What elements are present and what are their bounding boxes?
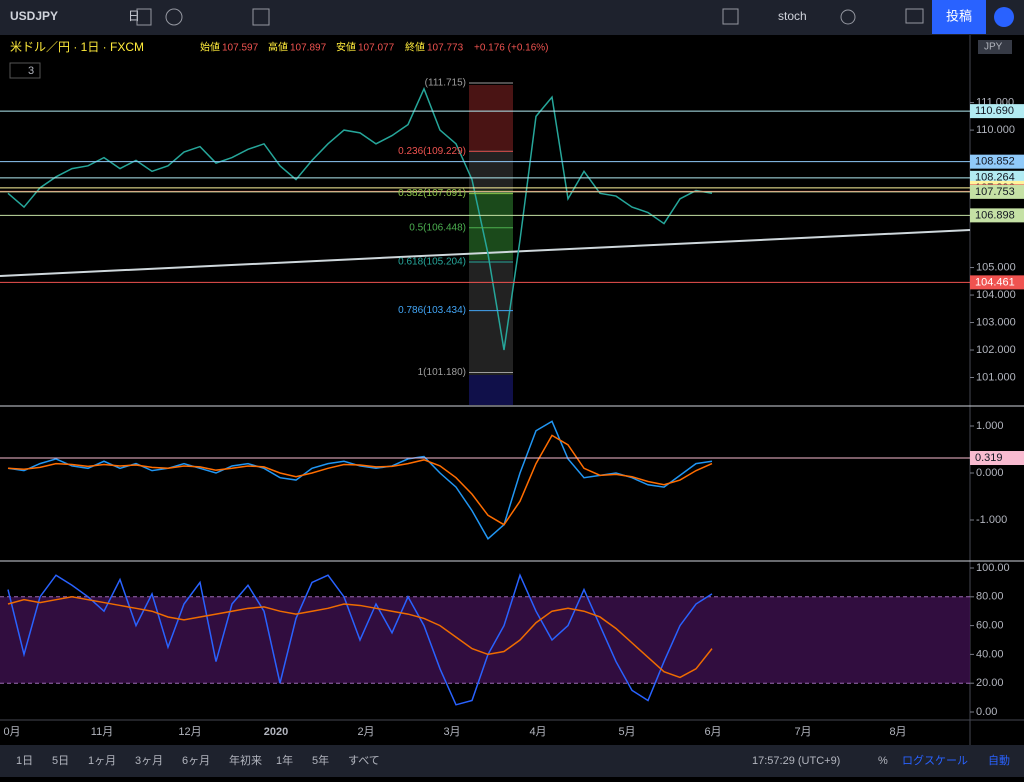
fib-label: 0.382(107.691) <box>398 188 466 199</box>
series-line <box>7 573 713 706</box>
toolbar-icons <box>136 8 924 26</box>
candle-icon[interactable] <box>136 8 152 26</box>
trend-line <box>0 229 971 277</box>
fib-zone <box>469 85 513 150</box>
toolbar <box>0 0 1024 35</box>
x-tick-label: 4月 <box>529 726 546 738</box>
fib-label: 0.786(103.434) <box>398 305 466 316</box>
legend-item: 米ドル／円 · 1日 · FXCM <box>10 40 144 54</box>
price-label-box <box>970 275 1024 290</box>
legend-item: 107.773 <box>427 43 464 54</box>
legend-item: 107.077 <box>358 43 395 54</box>
legend-item: 終値 <box>405 41 425 54</box>
bar-icon[interactable] <box>252 8 270 26</box>
x-tick-label: 8月 <box>889 726 906 738</box>
camera-icon[interactable] <box>905 8 924 24</box>
interval[interactable]: 日 <box>128 9 140 23</box>
clock: 17:57:29 (UTC+9) <box>752 755 840 767</box>
fib-label: 0.5(106.448) <box>409 222 466 233</box>
play-button[interactable] <box>994 7 1014 27</box>
settings-icon[interactable] <box>840 9 856 25</box>
series-line <box>7 434 713 526</box>
price-label: 108.852 <box>975 156 1015 168</box>
y-tick-label: 60.00 <box>976 620 1004 632</box>
price-label-box <box>970 104 1024 119</box>
x-tick-label: 2月 <box>357 726 374 738</box>
log-toggle[interactable]: ログスケール <box>902 753 968 767</box>
fib-zone <box>469 190 513 260</box>
y-tick-label: 104.000 <box>976 289 1016 301</box>
y-tick-label: 100.00 <box>976 562 1010 574</box>
collapse-box[interactable] <box>9 62 41 79</box>
range-button[interactable]: 5日 <box>52 755 69 767</box>
series-line <box>7 420 713 540</box>
range-button[interactable]: すべて <box>348 754 380 767</box>
percent-toggle[interactable]: % <box>878 755 888 767</box>
series-line <box>7 596 713 679</box>
publish-button[interactable] <box>932 0 986 34</box>
range-button[interactable]: 6ヶ月 <box>182 755 210 767</box>
price-label: 110.690 <box>975 105 1014 117</box>
x-tick-label: 0月 <box>3 726 20 738</box>
series-line <box>7 86 713 351</box>
range-button[interactable]: 1ヶ月 <box>88 755 116 767</box>
publish-label[interactable]: 投稿 <box>946 8 972 23</box>
add-indicator-icon[interactable] <box>165 8 183 26</box>
legend-item: 高値 <box>268 41 288 54</box>
y-tick-label: 80.00 <box>976 591 1004 603</box>
y-tick-label: -1.000 <box>976 514 1007 526</box>
layout-icon[interactable] <box>722 8 739 25</box>
price-label-box <box>970 208 1024 223</box>
y-tick-label: 102.000 <box>976 344 1016 356</box>
x-tick-label: 6月 <box>704 726 721 738</box>
y-tick-label: 103.000 <box>976 316 1016 328</box>
y-tick-label: 0.000 <box>976 467 1004 479</box>
legend-item: 始値 <box>200 41 220 54</box>
x-tick-label: 3月 <box>443 726 460 738</box>
auto-toggle[interactable]: 自動 <box>988 753 1010 767</box>
x-tick-label: 12月 <box>178 726 201 738</box>
y-tick-label: 110.000 <box>976 124 1015 136</box>
price-label-box <box>970 184 1024 199</box>
price-label: 108.264 <box>975 172 1015 184</box>
currency: JPY <box>984 42 1003 53</box>
legend-item: 107.597 <box>222 43 259 54</box>
price-label-box <box>970 154 1024 169</box>
x-tick-label: 11月 <box>91 726 113 738</box>
price-label: 104.461 <box>975 276 1015 288</box>
range-button[interactable]: 3ヶ月 <box>135 755 163 767</box>
legend-item: 安値 <box>336 41 356 54</box>
price-label: 106.898 <box>975 209 1015 221</box>
stoch-band <box>0 596 970 684</box>
indicator-count: 3 <box>28 65 34 77</box>
fib-label: (111.715) <box>425 78 466 89</box>
range-button[interactable]: 1日 <box>16 755 33 767</box>
fib-label: 0.236(109.229) <box>398 146 466 157</box>
symbol[interactable]: USDJPY <box>10 9 58 23</box>
y-tick-label: 40.00 <box>976 648 1004 660</box>
x-tick-label: 2020 <box>264 726 288 738</box>
price-label: 0.319 <box>975 452 1003 464</box>
price-label-box <box>970 451 1024 466</box>
y-tick-label: 1.000 <box>976 420 1004 432</box>
currency-box <box>978 40 1012 54</box>
range-button[interactable]: 5年 <box>312 753 329 767</box>
legend-item: 107.897 <box>290 43 327 54</box>
y-tick-label: 101.000 <box>976 371 1016 383</box>
x-tick-label: 5月 <box>618 726 635 738</box>
legend-item: +0.176 (+0.16%) <box>474 43 549 54</box>
fib-label: 0.618(105.204) <box>398 257 466 268</box>
indicator-name[interactable]: stoch <box>778 9 807 23</box>
fib-label: 1(101.180) <box>418 367 466 378</box>
range-button[interactable]: 1年 <box>276 753 293 767</box>
bottom-bar <box>0 745 1024 777</box>
price-label: 107.753 <box>975 186 1015 198</box>
y-tick-label: 105.000 <box>976 261 1016 273</box>
x-tick-label: 7月 <box>794 726 811 738</box>
y-tick-label: 20.00 <box>976 677 1004 689</box>
y-tick-label: 0.00 <box>976 706 997 718</box>
fib-zone <box>469 375 513 405</box>
range-button[interactable]: 年初来 <box>229 753 262 767</box>
